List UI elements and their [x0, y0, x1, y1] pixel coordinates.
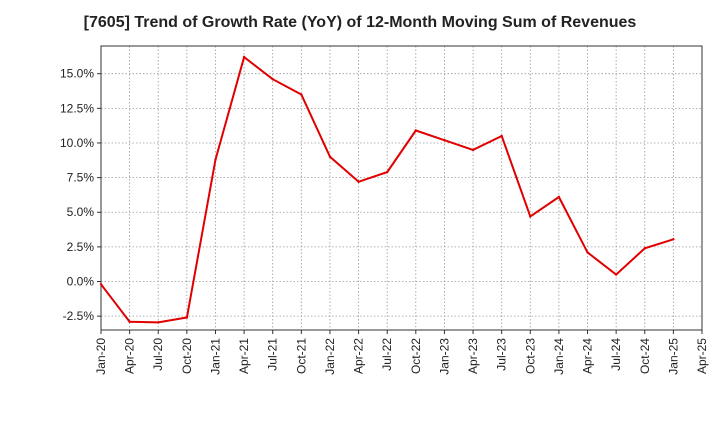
y-tick-label: 15.0%: [60, 67, 94, 81]
x-tick-label: Oct-24: [638, 338, 652, 374]
data-point: [443, 139, 446, 142]
plot-border: [100, 45, 703, 331]
x-tick-label: Apr-22: [352, 338, 366, 374]
x-tick-label: Jan-22: [323, 338, 337, 375]
x-tick-label: Apr-25: [695, 338, 709, 374]
data-point: [300, 93, 303, 96]
y-tick-label: 0.0%: [67, 275, 95, 289]
data-point: [214, 158, 217, 161]
data-point: [385, 170, 389, 174]
data-point: [614, 273, 618, 276]
x-tick-label: Jan-23: [437, 338, 451, 375]
x-tick-label: Jul-21: [266, 338, 280, 371]
data-point: [357, 180, 360, 183]
data-point: [586, 251, 589, 254]
x-tick-label: Oct-22: [409, 338, 423, 374]
x-tick-label: Jan-21: [208, 338, 222, 375]
x-tick-label: Jul-22: [380, 338, 394, 371]
y-tick-label: 5.0%: [67, 205, 95, 219]
x-tick-label: Jan-20: [94, 338, 108, 375]
data-point: [185, 316, 189, 319]
data-point: [242, 55, 246, 59]
data-point: [557, 195, 561, 199]
plot-background: [101, 46, 702, 330]
y-tick-label: 2.5%: [67, 240, 95, 254]
data-point: [128, 320, 131, 323]
data-point: [157, 321, 160, 324]
x-tick-label: Oct-21: [294, 338, 308, 374]
x-tick-label: Apr-24: [581, 338, 595, 374]
data-point: [414, 129, 418, 132]
data-point: [328, 155, 332, 159]
x-tick-label: Apr-20: [123, 338, 137, 374]
chart-title: [7605] Trend of Growth Rate (YoY) of 12-…: [83, 14, 637, 31]
data-point: [471, 148, 475, 152]
x-tick-label: Jul-24: [609, 338, 623, 371]
x-tick-label: Apr-23: [466, 338, 480, 374]
x-tick-label: Jul-23: [495, 338, 509, 371]
data-point: [500, 134, 503, 138]
x-tick-label: Jan-24: [552, 338, 566, 375]
x-tick-label: Jan-25: [666, 338, 680, 375]
x-tick-label: Oct-23: [523, 338, 537, 374]
data-point: [529, 215, 532, 218]
y-tick-label: 12.5%: [60, 101, 94, 115]
y-tick-label: 10.0%: [60, 136, 94, 150]
data-point: [271, 78, 274, 81]
x-tick-label: Oct-20: [180, 338, 194, 374]
y-tick-label: 7.5%: [67, 171, 95, 185]
x-tick-label: Apr-21: [237, 338, 251, 374]
data-point: [99, 283, 103, 286]
x-tick-label: Jul-20: [151, 338, 165, 371]
y-tick-label: -2.5%: [63, 309, 95, 323]
data-point: [643, 247, 646, 250]
data-point: [672, 238, 675, 241]
